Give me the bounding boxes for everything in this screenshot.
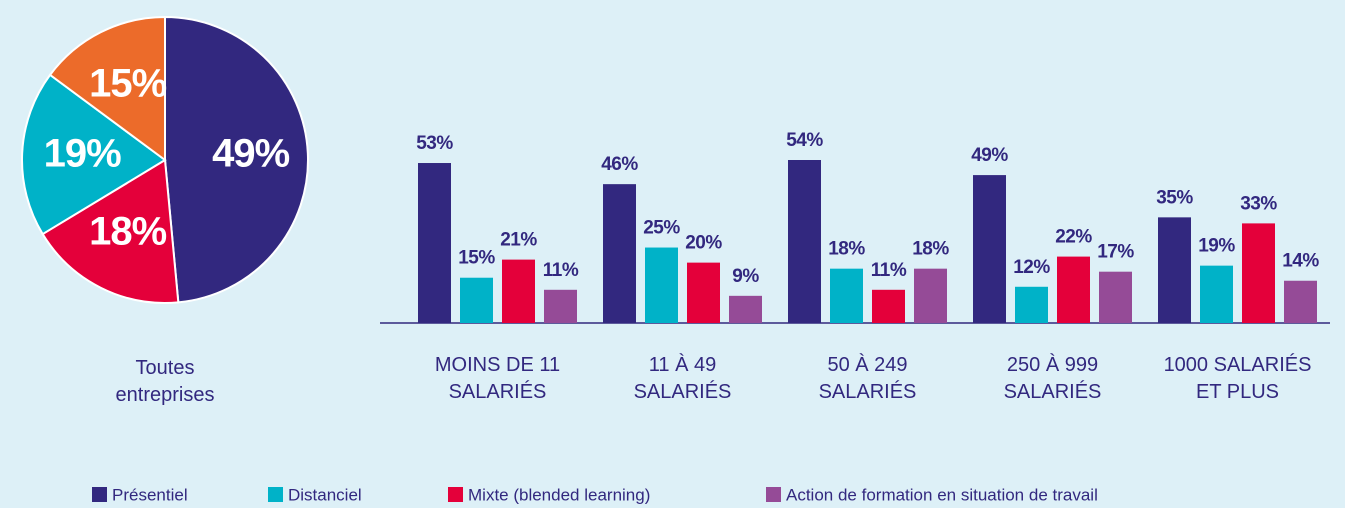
bar <box>1284 280 1317 323</box>
bar <box>973 175 1006 323</box>
legend-label: Présentiel <box>112 485 188 504</box>
bar <box>418 163 451 323</box>
slice-label: 19% <box>44 132 121 176</box>
value-label: 12% <box>1013 257 1050 278</box>
value-label: 21% <box>500 230 537 251</box>
bar <box>544 289 577 323</box>
x-tick-label: 1000 SALARIÉS ET PLUS <box>1163 354 1312 403</box>
value-label: 54% <box>786 130 823 151</box>
bar <box>1242 223 1275 323</box>
value-label: 53% <box>416 133 453 154</box>
legend-label: Action de formation en situation de trav… <box>786 485 1098 504</box>
value-label: 17% <box>1097 242 1134 263</box>
value-label: 18% <box>828 239 865 260</box>
slice-label: 18% <box>89 210 166 254</box>
slice-label: 15% <box>89 61 166 105</box>
legend-label: Distanciel <box>288 485 362 504</box>
value-label: 49% <box>971 145 1008 166</box>
legend-swatch <box>448 487 463 502</box>
value-label: 9% <box>732 266 759 287</box>
pie-caption: Toutes entreprises <box>115 357 215 406</box>
value-label: 20% <box>685 233 722 254</box>
bar <box>603 184 636 323</box>
legend-swatch <box>92 487 107 502</box>
value-label: 11% <box>871 260 907 281</box>
pie-slice <box>48 15 166 162</box>
x-tick-label: 50 À 249 SALARIÉS <box>818 354 917 403</box>
bar <box>830 268 863 323</box>
value-label: 33% <box>1240 193 1277 214</box>
legend-label: Mixte (blended learning) <box>468 485 650 504</box>
value-label: 14% <box>1282 251 1319 272</box>
x-tick-label: 11 À 49 SALARIÉS <box>633 354 732 403</box>
value-label: 19% <box>1198 236 1235 257</box>
value-label: 15% <box>458 248 495 269</box>
bar <box>872 289 905 323</box>
bar <box>1158 217 1191 323</box>
value-label: 22% <box>1055 227 1092 248</box>
x-tick-label: MOINS DE 11 SALARIÉS <box>434 354 561 403</box>
bar <box>1200 265 1233 323</box>
pie-slice <box>41 158 180 304</box>
bar <box>1099 271 1132 323</box>
bar <box>645 247 678 323</box>
legend-swatch <box>766 487 781 502</box>
bar <box>687 262 720 323</box>
value-label: 18% <box>912 239 949 260</box>
pie-slice <box>21 73 167 236</box>
slice-label: 49% <box>212 132 289 176</box>
legend-swatch <box>268 487 283 502</box>
bar <box>729 295 762 323</box>
value-label: 11% <box>543 260 579 281</box>
bar <box>502 259 535 323</box>
bar <box>460 277 493 323</box>
value-label: 46% <box>601 154 638 175</box>
bar <box>1057 256 1090 323</box>
bar <box>788 160 821 323</box>
bar <box>914 268 947 323</box>
bar <box>1015 286 1048 323</box>
value-label: 25% <box>643 218 680 239</box>
value-label: 35% <box>1156 187 1193 208</box>
pie-slice <box>164 15 309 304</box>
x-tick-label: 250 À 999 SALARIÉS <box>1003 354 1102 403</box>
